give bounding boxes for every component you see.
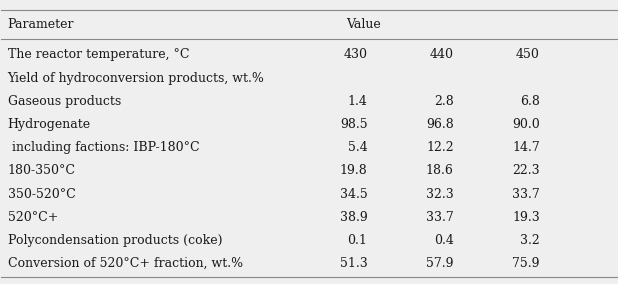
Text: 350-520°C: 350-520°C [7,188,75,201]
Text: 3.2: 3.2 [520,234,540,247]
Text: The reactor temperature, °C: The reactor temperature, °C [7,49,189,61]
Text: 19.3: 19.3 [512,211,540,224]
Text: 75.9: 75.9 [512,257,540,270]
Text: 180-350°C: 180-350°C [7,164,75,178]
Text: 33.7: 33.7 [512,188,540,201]
Text: 0.4: 0.4 [434,234,454,247]
Text: 32.3: 32.3 [426,188,454,201]
Text: 0.1: 0.1 [347,234,368,247]
Text: 5.4: 5.4 [348,141,368,154]
Text: 1.4: 1.4 [347,95,368,108]
Text: 520°C+: 520°C+ [7,211,58,224]
Text: Gaseous products: Gaseous products [7,95,121,108]
Text: 440: 440 [430,49,454,61]
Text: 12.2: 12.2 [426,141,454,154]
Text: Polycondensation products (coke): Polycondensation products (coke) [7,234,222,247]
Text: 6.8: 6.8 [520,95,540,108]
Text: 22.3: 22.3 [512,164,540,178]
Text: Conversion of 520°C+ fraction, wt.%: Conversion of 520°C+ fraction, wt.% [7,257,243,270]
Text: 90.0: 90.0 [512,118,540,131]
Text: 2.8: 2.8 [434,95,454,108]
Text: 57.9: 57.9 [426,257,454,270]
Text: Value: Value [346,18,381,31]
Text: including factions: IBP-180°C: including factions: IBP-180°C [7,141,199,154]
Text: 33.7: 33.7 [426,211,454,224]
Text: 34.5: 34.5 [340,188,368,201]
Text: Yield of hydroconversion products, wt.%: Yield of hydroconversion products, wt.% [7,72,265,85]
Text: Parameter: Parameter [7,18,74,31]
Text: 19.8: 19.8 [340,164,368,178]
Text: 98.5: 98.5 [340,118,368,131]
Text: 450: 450 [516,49,540,61]
Text: 14.7: 14.7 [512,141,540,154]
Text: Hydrogenate: Hydrogenate [7,118,91,131]
Text: 38.9: 38.9 [340,211,368,224]
Text: 96.8: 96.8 [426,118,454,131]
Text: 51.3: 51.3 [340,257,368,270]
Text: 18.6: 18.6 [426,164,454,178]
Text: 430: 430 [344,49,368,61]
